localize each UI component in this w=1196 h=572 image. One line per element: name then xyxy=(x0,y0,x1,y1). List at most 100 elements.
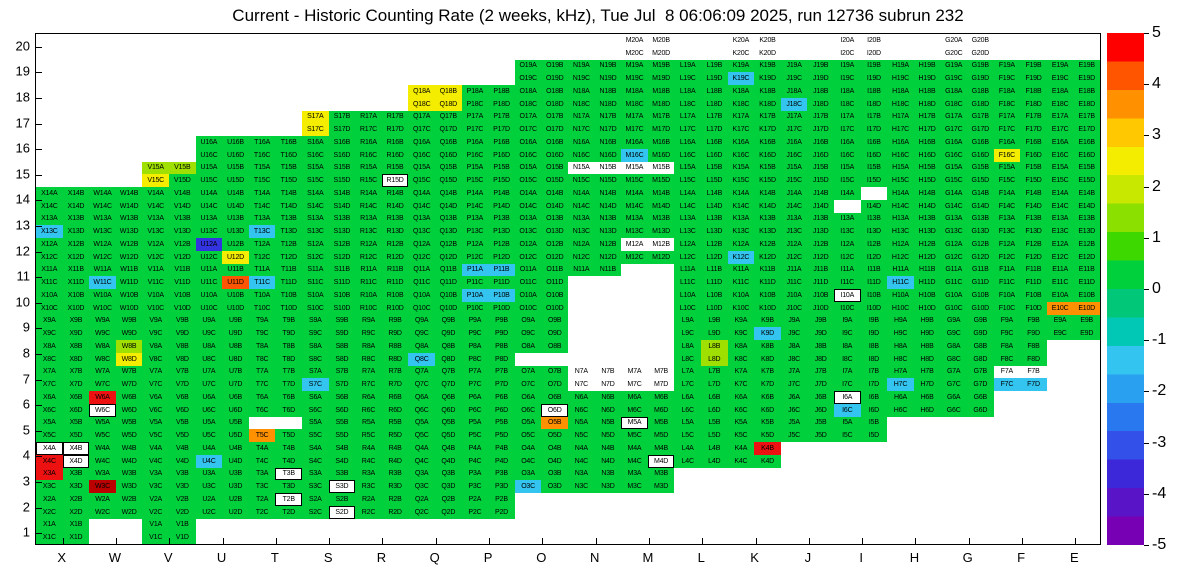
cell-Q6: Q6A Q6B Q6C Q6D xyxy=(408,391,462,417)
bin-H11B: H11B xyxy=(913,263,941,277)
y-tick xyxy=(36,354,42,355)
colorbar-label-0: 0 xyxy=(1152,280,1161,297)
bin-J18D: J18D xyxy=(807,97,834,111)
bin-L4C: L4C xyxy=(674,454,701,468)
bin-G7C: G7C xyxy=(940,378,967,391)
bin-J16B: J16B xyxy=(807,136,834,149)
bin-W9D: W9D xyxy=(115,327,143,340)
bin-R16B: R16B xyxy=(381,136,409,149)
cell-G17: G17A G17B G17C G17D xyxy=(940,110,994,136)
bin-J10A: J10A xyxy=(780,289,808,302)
bin-R5C: R5C xyxy=(355,429,382,442)
bin-O11D: O11D xyxy=(541,276,568,289)
cell-E16: E16A E16B E16C E16D xyxy=(1046,136,1100,162)
bin-V10C: V10C xyxy=(142,301,169,315)
bin-L14B: L14B xyxy=(700,187,728,200)
bin-X2B: X2B xyxy=(62,493,90,506)
bin-I9D: I9D xyxy=(860,327,888,340)
cell-T15: T15A T15B T15C T15D xyxy=(248,161,302,187)
bin-P12C: P12C xyxy=(461,250,489,264)
bin-F12B: F12B xyxy=(1020,238,1047,251)
bin-O7A: O7A xyxy=(514,365,542,379)
bin-M19C: M19C xyxy=(621,72,648,85)
bin-U7C: U7C xyxy=(195,378,223,391)
bin-T14C: T14C xyxy=(248,199,276,213)
bin-L18B: L18B xyxy=(700,85,728,98)
bin-G19D: G19D xyxy=(966,72,994,85)
bin-O14A: O14A xyxy=(514,187,542,200)
bin-G19C: G19C xyxy=(940,72,967,85)
bin-U11A: U11A xyxy=(195,263,223,277)
bin-F18C: F18C xyxy=(993,97,1021,111)
bin-O9C: O9C xyxy=(514,327,542,340)
bin-U2A: U2A xyxy=(195,493,223,506)
bin-N17D: N17D xyxy=(594,123,622,136)
bin-U7A: U7A xyxy=(195,365,223,379)
bin-F10B: F10B xyxy=(1020,289,1047,302)
bin-N3A: N3A xyxy=(568,467,595,481)
bin-U9A: U9A xyxy=(195,314,223,328)
bin-K17B: K17B xyxy=(754,110,781,124)
bin-I18B: I18B xyxy=(860,85,888,98)
cell-L14: L14A L14B L14C L14D xyxy=(674,187,728,213)
row-label-20: 20 xyxy=(15,38,30,54)
col-label-N: N xyxy=(589,550,600,565)
bin-P18D: P18D xyxy=(488,97,515,111)
bin-G6D: G6D xyxy=(966,403,994,417)
bin-T9D: T9D xyxy=(275,327,302,340)
bin-R5B: R5B xyxy=(381,416,409,430)
cell-R9: R9A R9B R9C R9D xyxy=(355,314,409,340)
cell-K12: K12A K12B K12C K12D xyxy=(727,238,781,264)
bin-G11A: G11A xyxy=(940,263,967,277)
bin-I9B: I9B xyxy=(860,314,888,328)
cell-R17: R17A R17B R17C R17D xyxy=(355,110,409,136)
bin-Q9A: Q9A xyxy=(408,314,435,328)
bin-S11C: S11C xyxy=(302,276,329,289)
cell-K20: K20A K20B K20C K20D xyxy=(727,34,781,60)
bin-X1C: X1C xyxy=(36,531,63,544)
bin-H14D: H14D xyxy=(913,199,941,213)
bin-K16C: K16C xyxy=(727,148,755,162)
bin-K7B: K7B xyxy=(754,365,781,379)
bin-T2A: T2A xyxy=(248,493,276,506)
bin-S15C: S15C xyxy=(302,174,329,187)
cell-E9: E9A E9B E9C E9D xyxy=(1046,314,1100,340)
bin-N4C: N4C xyxy=(568,454,595,468)
cell-J12: J12A J12B J12C J12D xyxy=(780,238,834,264)
bin-J17A: J17A xyxy=(780,110,808,124)
bin-H12B: H12B xyxy=(913,238,941,251)
cell-Q11: Q11A Q11B Q11C Q11D xyxy=(408,263,462,289)
bin-W14C: W14C xyxy=(89,199,116,213)
cell-F14: F14A F14B F14C F14D xyxy=(993,187,1047,213)
cell-R6: R6A R6B R6C R6D xyxy=(355,391,409,417)
bin-E17C: E17C xyxy=(1046,123,1074,136)
row-label-8: 8 xyxy=(22,345,30,361)
bin-O17D: O17D xyxy=(541,123,568,136)
colorbar-tick xyxy=(1144,391,1149,393)
bin-P17D: P17D xyxy=(488,123,515,136)
bin-S10C: S10C xyxy=(302,301,329,315)
bin-K5A: K5A xyxy=(727,416,755,430)
bin-I15C: I15C xyxy=(834,174,861,187)
cell-I13: I13A I13B I13C I13D xyxy=(834,212,888,238)
bin-L12D: L12D xyxy=(700,250,728,264)
bin-P16A: P16A xyxy=(461,136,489,149)
bin-M3A: M3A xyxy=(621,467,648,481)
bin-W4C: W4C xyxy=(89,454,116,468)
cell-Q9: Q9A Q9B Q9C Q9D xyxy=(408,314,462,340)
bin-T15C: T15C xyxy=(248,174,276,187)
cell-R5: R5A R5B R5C R5D xyxy=(355,416,409,442)
bin-U2C: U2C xyxy=(195,505,223,519)
bin-M6C: M6C xyxy=(621,403,648,417)
colorbar-label-4: 4 xyxy=(1152,75,1161,93)
bin-O12A: O12A xyxy=(514,238,542,251)
bin-W6A: W6A xyxy=(89,391,116,404)
bin-S16B: S16B xyxy=(328,136,356,149)
bin-Q10B: Q10B xyxy=(434,289,462,302)
bin-T7D: T7D xyxy=(275,378,302,391)
bin-F8A: F8A xyxy=(993,340,1021,353)
bin-U11D: U11D xyxy=(222,276,249,289)
bin-N19C: N19C xyxy=(568,72,595,85)
cell-J5: J5A J5B J5C J5D xyxy=(780,416,834,442)
bin-O10B: O10B xyxy=(541,289,568,302)
